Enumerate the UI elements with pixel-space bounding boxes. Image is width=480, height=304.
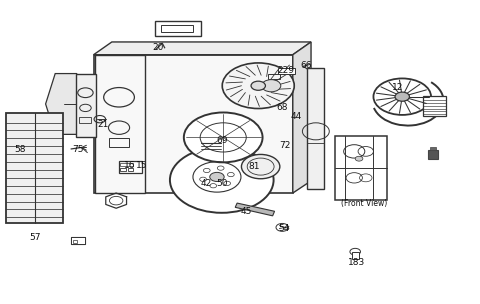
- Bar: [119, 161, 142, 173]
- Text: 44: 44: [291, 112, 302, 121]
- Text: 50: 50: [216, 178, 228, 188]
- Text: 54: 54: [278, 224, 290, 233]
- Circle shape: [184, 112, 263, 162]
- Circle shape: [222, 63, 294, 109]
- Text: 72: 72: [279, 141, 290, 150]
- Circle shape: [373, 78, 431, 115]
- Polygon shape: [293, 42, 311, 193]
- Bar: [120, 168, 126, 171]
- Text: 21: 21: [97, 120, 109, 129]
- Text: 58: 58: [14, 145, 26, 154]
- Polygon shape: [46, 74, 77, 134]
- Bar: [352, 252, 359, 259]
- Bar: [161, 25, 193, 32]
- Text: 75: 75: [72, 145, 84, 154]
- Bar: [278, 68, 295, 74]
- Circle shape: [170, 147, 274, 213]
- Text: 12: 12: [392, 83, 403, 92]
- Bar: [109, 138, 129, 147]
- Text: 81: 81: [249, 162, 260, 171]
- Polygon shape: [94, 42, 311, 55]
- Text: 20: 20: [153, 43, 164, 52]
- Bar: [307, 68, 324, 189]
- Bar: [79, 117, 91, 123]
- Text: (Front View): (Front View): [341, 199, 387, 208]
- Bar: [73, 240, 77, 243]
- Bar: [155, 21, 201, 36]
- Bar: [428, 150, 438, 159]
- Bar: [71, 237, 85, 244]
- Text: 15: 15: [136, 161, 147, 170]
- Text: 229: 229: [277, 66, 294, 75]
- Bar: [71, 237, 85, 244]
- Bar: [120, 163, 133, 166]
- Text: 42: 42: [201, 178, 212, 188]
- Circle shape: [395, 92, 409, 101]
- Bar: [430, 147, 436, 150]
- Circle shape: [241, 154, 280, 179]
- Circle shape: [262, 80, 281, 92]
- Bar: [95, 55, 145, 193]
- Text: 45: 45: [240, 207, 252, 216]
- Bar: [128, 168, 133, 171]
- Circle shape: [210, 172, 224, 181]
- Text: 69: 69: [216, 136, 228, 145]
- Circle shape: [251, 81, 265, 90]
- Text: 183: 183: [348, 257, 365, 267]
- Bar: [423, 96, 446, 116]
- Bar: [6, 113, 63, 223]
- Bar: [94, 55, 293, 193]
- Text: 57: 57: [29, 233, 40, 242]
- Polygon shape: [235, 203, 275, 216]
- Text: 66: 66: [300, 60, 312, 70]
- Bar: [76, 74, 96, 137]
- Text: 16: 16: [124, 161, 135, 170]
- Circle shape: [355, 156, 363, 161]
- Text: 68: 68: [276, 103, 288, 112]
- Bar: [335, 136, 387, 200]
- Bar: [268, 74, 280, 79]
